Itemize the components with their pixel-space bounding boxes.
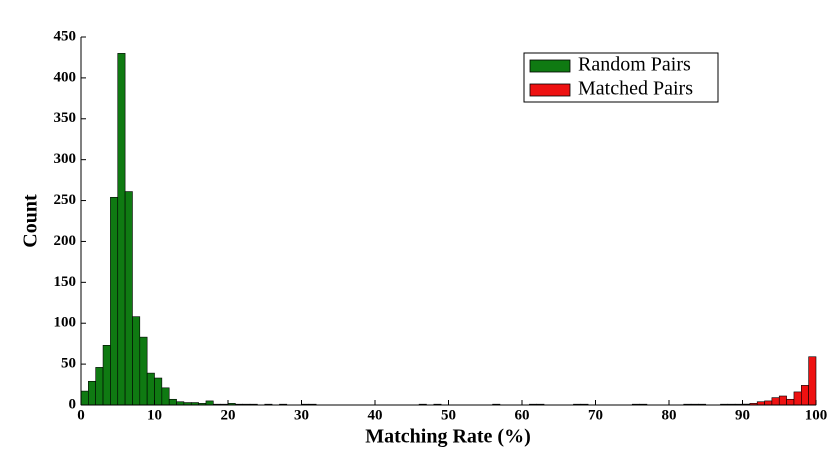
x-tick-label: 30 bbox=[294, 407, 309, 423]
legend-label: Matched Pairs bbox=[578, 78, 693, 100]
bar bbox=[771, 397, 780, 406]
y-axis-label: Count bbox=[20, 194, 42, 248]
bar bbox=[117, 53, 126, 406]
bar bbox=[793, 391, 802, 406]
legend-swatch bbox=[529, 83, 571, 97]
bar bbox=[110, 196, 119, 406]
bar bbox=[154, 377, 163, 406]
bar bbox=[139, 336, 148, 406]
y-tick-label: 150 bbox=[54, 274, 77, 290]
y-tick-label: 0 bbox=[69, 396, 77, 412]
y-tick-label: 400 bbox=[54, 69, 77, 85]
bar bbox=[168, 398, 177, 406]
x-tick-label: 100 bbox=[805, 407, 828, 423]
y-tick-label: 250 bbox=[54, 192, 77, 208]
y-tick-label: 350 bbox=[54, 110, 77, 126]
legend-label: Random Pairs bbox=[578, 54, 691, 76]
y-tick-label: 300 bbox=[54, 151, 77, 167]
bar bbox=[102, 345, 111, 406]
x-tick-label: 70 bbox=[588, 407, 603, 423]
bar bbox=[146, 372, 155, 406]
y-tick-label: 200 bbox=[54, 233, 77, 249]
bar bbox=[205, 400, 214, 406]
bar bbox=[161, 387, 170, 406]
x-tick-label: 20 bbox=[221, 407, 236, 423]
bar bbox=[808, 356, 817, 406]
bar bbox=[88, 380, 96, 406]
bar bbox=[124, 191, 133, 406]
x-tick-label: 90 bbox=[735, 407, 750, 423]
x-tick-label: 80 bbox=[662, 407, 677, 423]
y-tick-label: 100 bbox=[54, 315, 77, 331]
bar bbox=[800, 385, 809, 406]
bar bbox=[80, 390, 89, 406]
x-tick-label: 0 bbox=[77, 407, 85, 423]
x-tick-label: 10 bbox=[147, 407, 162, 423]
x-tick-label: 60 bbox=[515, 407, 530, 423]
x-tick-label: 50 bbox=[441, 407, 456, 423]
legend-swatch bbox=[529, 59, 571, 73]
bar bbox=[95, 367, 104, 406]
y-tick-label: 450 bbox=[54, 28, 77, 44]
x-tick-label: 40 bbox=[368, 407, 383, 423]
bar bbox=[132, 316, 141, 406]
bar bbox=[764, 400, 773, 406]
y-tick-label: 50 bbox=[61, 356, 76, 372]
bar bbox=[786, 398, 795, 406]
x-axis-label: Matching Rate (%) bbox=[365, 426, 531, 448]
bar bbox=[778, 395, 787, 406]
